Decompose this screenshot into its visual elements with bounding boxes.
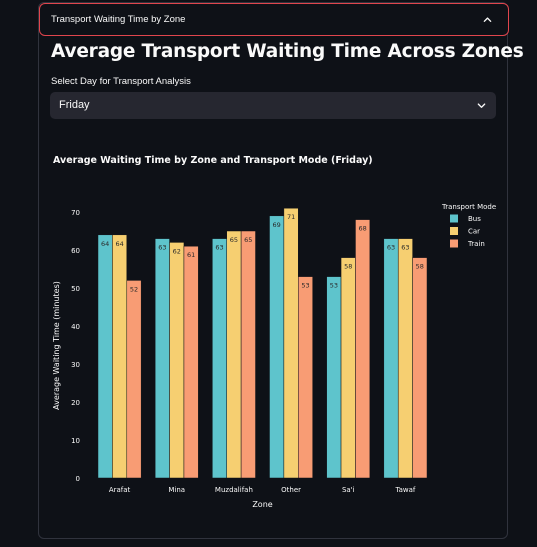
y-tick-label: 30 [71,361,80,369]
expander-title: Transport Waiting Time by Zone [51,14,186,25]
bar-value-label: 64 [101,240,109,248]
bar-bus [326,276,342,479]
bar-bus [154,238,170,479]
bar-car [226,230,242,479]
bar-value-label: 63 [387,244,395,252]
bar-value-label: 63 [401,244,409,252]
bar-bus [212,238,227,479]
bar-value-label: 65 [244,236,252,244]
bar-value-label: 53 [330,282,338,290]
bar-car [112,234,128,479]
legend-item-bus: Bus [468,215,481,223]
bar-value-label: 64 [115,240,123,248]
bar-car [397,238,413,479]
chart-svg: 0 10 20 30 40 50 60 70 64 64 52 Arafat 63 62 61 Mina 63 6… [52,203,496,509]
bar-train [355,219,371,479]
y-tick-label: 50 [71,285,80,293]
bar-value-label: 52 [130,285,138,293]
x-tick-label: Muzdalifah [215,486,253,494]
bar-value-label: 63 [158,244,166,252]
bar-value-label: 58 [344,263,352,271]
y-tick-label: 20 [71,399,80,407]
y-tick-label: 70 [71,209,80,217]
x-tick-label: Mina [168,486,185,494]
legend-item-car: Car [468,228,480,236]
bar-value-label: 65 [230,236,238,244]
day-select-value: Friday [59,99,90,111]
bar-train [126,280,142,479]
bar-bus [97,234,113,479]
bar-value-label: 61 [187,251,195,259]
bar-value-label: 69 [273,221,281,229]
bar-value-label: 58 [416,263,424,271]
chevron-up-icon[interactable] [483,15,492,24]
bar-value-label: 71 [287,213,295,221]
legend-swatch-train [450,239,458,248]
legend-item-train: Train [467,240,485,248]
day-select[interactable]: Friday [50,92,496,119]
x-axis-title: Zone [252,500,272,509]
select-label: Select Day for Transport Analysis [51,76,191,87]
x-tick-label: Sa'i [342,486,355,494]
bar-train [183,245,199,479]
x-tick-label: Arafat [109,486,131,494]
expander-header[interactable]: Transport Waiting Time by Zone [39,3,509,36]
bar-train [240,230,256,479]
x-tick-label: Other [281,486,301,494]
bar-value-label: 53 [301,282,309,290]
y-tick-label: 40 [71,323,80,331]
chart-title: Average Waiting Time by Zone and Transpo… [53,155,373,166]
expander: Transport Waiting Time by Zone Average T… [38,2,524,539]
chevron-down-icon[interactable] [477,101,486,110]
bar-bus [269,215,285,479]
chart: Average Waiting Time by Zone and Transpo… [39,143,509,523]
legend-title: Transport Mode [441,203,496,211]
bar-value-label: 63 [215,244,223,252]
y-axis-title: Average Waiting Time (minutes) [52,281,61,410]
bar-train [298,276,313,479]
legend-swatch-car [450,227,458,235]
bar-value-label: 68 [359,225,367,233]
x-tick-label: Tawaf [394,486,415,494]
y-tick-label: 10 [71,437,80,445]
page-title: Average Transport Waiting Time Across Zo… [51,41,524,62]
y-tick-label: 0 [76,475,80,483]
y-tick-label: 60 [71,247,80,255]
bar-value-label: 62 [173,247,181,255]
bar-car [340,257,356,479]
bar-car [283,207,299,479]
bar-train [412,257,428,479]
bar-car [169,242,185,479]
bar-bus [383,238,399,479]
legend-swatch-bus [450,214,458,223]
